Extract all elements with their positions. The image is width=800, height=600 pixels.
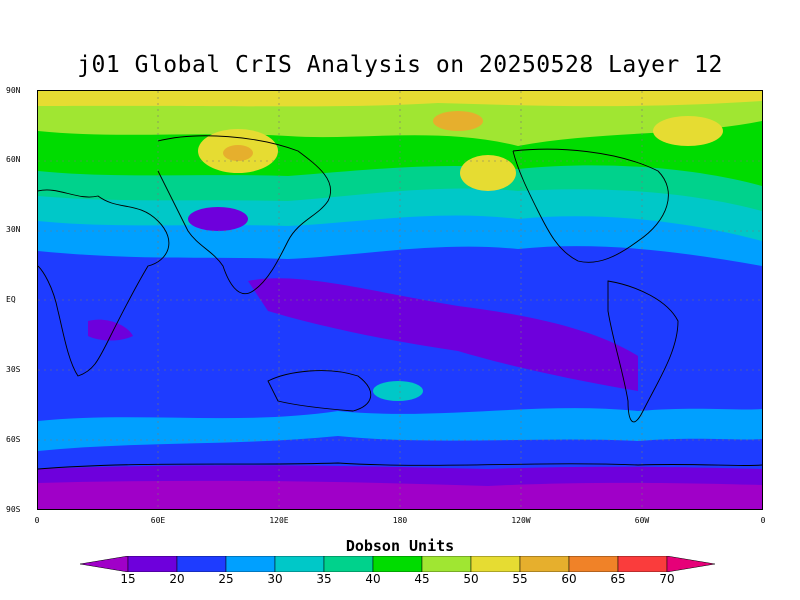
colorbar-tick-label: 35 [316,572,332,586]
colorbar-tick-label: 60 [561,572,577,586]
coast-africa-europe [38,189,170,377]
coast-antarctica [38,462,762,470]
colorbar-swatch [421,556,472,572]
lat-label: 90N [6,86,21,95]
field-high-arctic [433,111,483,131]
map-title: j01 Global CrIS Analysis on 20250528 Lay… [77,52,723,78]
colorbar-tick-label: 30 [267,572,283,586]
colorbar-swatch [323,556,374,572]
colorbar [80,556,716,572]
colorbar-swatch [470,556,521,572]
colorbar-tick-label: 25 [218,572,234,586]
colorbar-swatch [372,556,423,572]
lat-label: 30S [6,365,21,374]
colorbar-swatch [176,556,227,572]
lon-label: 0 [760,516,766,525]
colorbar-swatch [519,556,570,572]
field-high-pacific [460,155,516,191]
field-low-tibet [188,207,248,231]
graticule [38,91,762,509]
colorbar-swatch [568,556,619,572]
field-low-patch [88,319,133,341]
lon-label: 0 [34,516,40,525]
colorbar-tick-label: 45 [414,572,430,586]
field-high-atlantic [653,116,723,146]
lon-label: 60W [634,516,650,525]
colorbar-tick-label: 40 [365,572,381,586]
lon-label: 180 [392,516,408,525]
colorbar-arrow-high [666,556,716,572]
colorbar-tick-label: 65 [610,572,626,586]
field-sh-patch [373,381,423,401]
ozone-map [37,90,763,510]
coast-asia [157,135,332,294]
coast-australia [267,370,371,412]
colorbar-tick-label: 50 [463,572,479,586]
colorbar-title: Dobson Units [345,537,455,555]
field-high-asia-core [223,145,253,161]
lat-label: 30N [6,225,21,234]
colorbar-tick-label: 70 [659,572,675,586]
lon-label: 120E [269,516,289,525]
lon-label: 120W [511,516,531,525]
lat-label: 60S [6,435,21,444]
field-tropical-low [248,278,638,391]
ozone-field [38,91,762,509]
lon-label: 60E [150,516,166,525]
colorbar-swatch [225,556,276,572]
lat-label: EQ [6,295,16,304]
coastlines [38,135,762,470]
colorbar-swatch [127,556,178,572]
colorbar-tick-label: 15 [120,572,136,586]
colorbar-swatch [617,556,668,572]
colorbar-swatch [274,556,325,572]
coast-south-america [607,280,679,423]
coast-north-america [512,148,669,263]
lat-label: 60N [6,155,21,164]
colorbar-tick-label: 55 [512,572,528,586]
colorbar-arrow-low [80,556,129,572]
colorbar-tick-label: 20 [169,572,185,586]
lat-label: 90S [6,505,21,514]
